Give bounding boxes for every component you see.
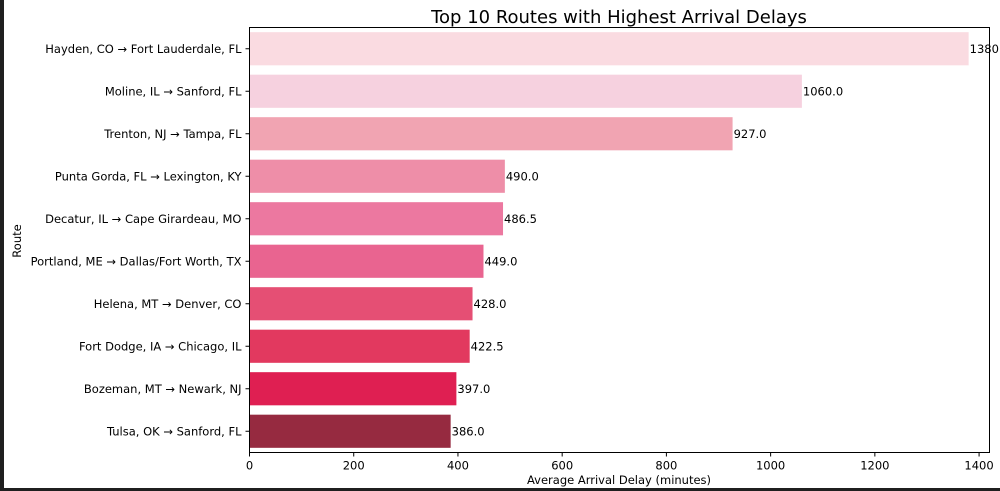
y-tick-label: Tulsa, OK → Sanford, FL xyxy=(106,424,242,438)
bar xyxy=(249,372,457,406)
bar-value-label: 1380.0 xyxy=(970,42,1000,56)
bar-value-label: 428.0 xyxy=(474,297,507,311)
bars-group xyxy=(249,32,969,448)
x-ticks: 0 200 400 600 800 1000 1200 1400 xyxy=(246,452,994,473)
x-tick-label: 1000 xyxy=(756,459,785,473)
bar-value-label: 422.5 xyxy=(471,339,504,353)
y-tick-label: Hayden, CO → Fort Lauderdale, FL xyxy=(45,42,242,56)
x-tick-label: 800 xyxy=(655,459,677,473)
bar-value-label: 927.0 xyxy=(734,127,767,141)
x-tick-label: 0 xyxy=(246,459,253,473)
y-tick-label: Decatur, IL → Cape Girardeau, MO xyxy=(45,212,241,226)
y-tick-label: Punta Gorda, FL → Lexington, KY xyxy=(55,169,243,183)
y-tick-labels: Hayden, CO → Fort Lauderdale, FL Moline, … xyxy=(31,42,250,438)
y-tick-label: Moline, IL → Sanford, FL xyxy=(105,84,242,98)
x-tick-label: 1400 xyxy=(964,459,993,473)
x-tick-label: 400 xyxy=(447,459,469,473)
bar xyxy=(249,159,505,193)
plot-frame xyxy=(249,27,990,453)
window-edge-bottom xyxy=(0,488,1000,491)
y-tick-label: Bozeman, MT → Newark, NJ xyxy=(84,382,242,396)
bar-value-label: 397.0 xyxy=(457,382,490,396)
x-tick-label: 200 xyxy=(343,459,365,473)
bar-value-label: 1060.0 xyxy=(803,84,843,98)
y-tick-label: Fort Dodge, IA → Chicago, IL xyxy=(79,339,242,353)
bar xyxy=(249,202,504,236)
y-tick-label: Portland, ME → Dallas/Fort Worth, TX xyxy=(31,254,242,268)
x-tick-label: 1200 xyxy=(860,459,889,473)
y-tick-label: Helena, MT → Denver, CO xyxy=(94,297,242,311)
bar xyxy=(249,244,484,278)
x-axis-label: Average Arrival Delay (minutes) xyxy=(527,473,711,487)
bar xyxy=(249,287,473,321)
bar xyxy=(249,74,802,108)
bar xyxy=(249,117,733,151)
x-tick-label: 600 xyxy=(551,459,573,473)
bar-value-label: 386.0 xyxy=(452,424,485,438)
y-tick-label: Trenton, NJ → Tampa, FL xyxy=(103,127,242,141)
bar xyxy=(249,329,470,363)
bar-value-label: 486.5 xyxy=(504,212,537,226)
bar xyxy=(249,414,451,448)
chart-title: Top 10 Routes with Highest Arrival Delay… xyxy=(430,7,807,28)
bar-value-label: 490.0 xyxy=(506,169,539,183)
y-axis-label: Route xyxy=(10,224,24,257)
bar-value-label: 449.0 xyxy=(484,254,517,268)
bar xyxy=(249,32,969,66)
value-labels: 1380.0 1060.0 927.0 490.0 486.5 449.0 428.0 422… xyxy=(452,42,1000,439)
window-edge-left xyxy=(0,0,4,491)
